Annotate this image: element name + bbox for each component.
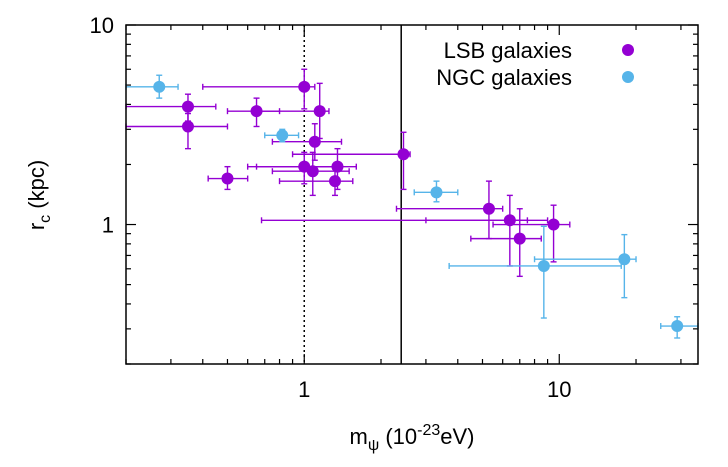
data-point [328,175,341,188]
x-tick-label: 10 [547,377,571,402]
data-point [308,135,321,148]
y-tick-label: 1 [102,213,114,238]
series-lsb-galaxies [125,68,571,278]
axis-ticks [125,24,698,365]
error-bars [125,74,179,99]
legend-label-ngc: NGC galaxies [436,65,572,90]
x-axis-title-unit-end: eV) [440,424,474,449]
x-axis-title: mψ (10-23eV) [349,422,474,454]
x-axis-title-sup: -23 [417,422,440,439]
legend: LSB galaxies NGC galaxies [436,38,634,90]
y-axis-title-unit: (kpc) [24,160,49,215]
data-point [181,120,194,133]
data-point [298,80,311,93]
data-point [313,105,326,118]
error-bars [260,217,549,224]
data-point [537,259,550,272]
data-point [306,165,319,178]
data-point [618,253,631,266]
data-point [153,80,166,93]
legend-marker-ngc [622,71,634,83]
y-axis-title-main: r [24,223,49,230]
error-bars [125,112,229,150]
plot-frame [125,24,699,365]
y-tick-label: 10 [90,13,114,38]
y-axis-title: rc (kpc) [24,160,54,230]
x-axis-title-sub: ψ [368,437,379,454]
error-bars [246,151,343,185]
data-point [671,320,684,333]
data-point [430,186,443,199]
data-point [513,232,526,245]
series-ngc-galaxies [125,74,699,339]
error-bars [492,204,571,263]
error-bars [125,93,217,122]
error-bars [202,68,316,110]
legend-label-lsb: LSB galaxies [444,38,572,63]
x-axis-title-main: m [349,424,367,449]
data-point [482,202,495,215]
data-point [276,129,289,142]
data-point [221,172,234,185]
data-point [547,218,560,231]
error-bars [291,131,411,191]
legend-marker-lsb [622,44,634,56]
x-axis-title-unit: (10 [379,424,417,449]
data-point [397,148,410,161]
error-bars [425,194,529,267]
data-point [181,100,194,113]
y-axis-title-sub: c [37,215,54,223]
data-series [125,68,699,339]
data-point [331,160,344,173]
tick-labels: 1 10 1 10 [90,13,572,402]
x-tick-label: 1 [298,377,310,402]
reference-lines [303,25,402,364]
error-bars [448,225,622,319]
